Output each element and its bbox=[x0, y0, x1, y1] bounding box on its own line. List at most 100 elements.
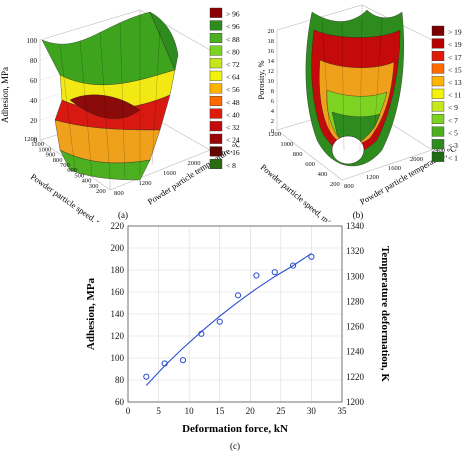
b-x-tick: 1000 bbox=[280, 141, 293, 148]
b-y-tick: 2400 bbox=[432, 147, 445, 154]
b-z-tick: 8 bbox=[271, 88, 274, 95]
a-x-tick: 1000 bbox=[38, 146, 51, 153]
c-data-point bbox=[179, 357, 187, 364]
a-z-tick: 20 bbox=[30, 117, 38, 125]
c-y-tick: 60 bbox=[115, 397, 125, 407]
c-fit-line bbox=[145, 253, 312, 386]
legend-label: < 32 bbox=[226, 123, 240, 132]
b-y-tick: 2000 bbox=[410, 156, 423, 163]
legend-label: < 5 bbox=[448, 128, 458, 137]
legend-label: < 17 bbox=[448, 53, 462, 62]
a-x-tick: 500 bbox=[74, 172, 84, 179]
c-x-tick: 15 bbox=[215, 406, 225, 416]
c-x-tick: 5 bbox=[156, 406, 161, 416]
legend-swatch bbox=[209, 33, 223, 44]
legend-swatch bbox=[431, 126, 445, 137]
legend-swatch bbox=[209, 20, 223, 31]
a-z-axis-label: Adhesion, MPa bbox=[0, 67, 10, 123]
a-x-tick: 1100 bbox=[31, 141, 44, 148]
c-y-axis-label: Adhesion, MPa bbox=[85, 277, 97, 350]
legend-swatch bbox=[209, 83, 223, 94]
legend-label: < 1 bbox=[448, 154, 458, 163]
a-x-tick: 800 bbox=[53, 157, 63, 164]
a-panel-label: (a) bbox=[118, 210, 128, 220]
a-y-tick: 1600 bbox=[163, 170, 176, 177]
legend-label: < 3 bbox=[448, 141, 458, 150]
a-x-tick: 600 bbox=[67, 167, 77, 174]
b-legend: > 19 < 19 < 17 < 15 < 13 < 11 < 9 < 7 < 5 < 3 < 1 bbox=[431, 25, 462, 163]
c-y-tick: 120 bbox=[111, 331, 125, 341]
b-z-tick: 6 bbox=[271, 98, 275, 105]
c-x-axis-label: Deformation force, kN bbox=[182, 423, 288, 435]
c-y2-tick: 1260 bbox=[346, 322, 365, 332]
a-x-tick: 300 bbox=[89, 183, 99, 190]
a-y-tick: 2000 bbox=[188, 160, 201, 167]
legend-label: < 88 bbox=[226, 35, 240, 44]
b-z-tick: 4 bbox=[271, 108, 275, 115]
legend-swatch bbox=[431, 76, 445, 87]
legend-label: < 48 bbox=[226, 98, 240, 107]
c-y-tick: 220 bbox=[111, 221, 125, 231]
b-panel-label: (b) bbox=[353, 210, 364, 220]
a-x-tick: 900 bbox=[46, 152, 56, 159]
legend-swatch bbox=[431, 88, 445, 99]
legend-label: > 19 bbox=[448, 28, 462, 37]
legend-swatch bbox=[431, 38, 445, 49]
legend-label: < 9 bbox=[448, 103, 458, 112]
c-x-tick: 30 bbox=[307, 406, 317, 416]
legend-label: < 16 bbox=[226, 148, 240, 157]
c-y-tick: 200 bbox=[111, 243, 125, 253]
legend-label: < 56 bbox=[226, 85, 240, 94]
legend-swatch bbox=[209, 7, 223, 18]
b-z-tick: 2 bbox=[271, 118, 274, 125]
c-panel-label: (c) bbox=[230, 441, 240, 451]
b-x-tick: 600 bbox=[305, 161, 315, 168]
a-z-tick: 0 bbox=[34, 137, 38, 145]
legend-swatch bbox=[209, 133, 223, 144]
scatter-chart-c: 60 80 100 120 140 160 180 200 220 1200 1220 1240 12… bbox=[80, 214, 391, 453]
b-z-tick: 20 bbox=[268, 28, 275, 35]
legend-label: < 24 bbox=[226, 136, 240, 145]
a-y-tick: 1200 bbox=[139, 180, 152, 187]
c-x-tick: 25 bbox=[276, 406, 286, 416]
b-z-tick: 10 bbox=[268, 78, 275, 85]
a-z-tick: 100 bbox=[27, 37, 38, 45]
c-y2-tick: 1300 bbox=[346, 271, 365, 281]
legend-swatch bbox=[209, 45, 223, 56]
legend-label: < 8 bbox=[226, 161, 236, 170]
c-data-point bbox=[289, 262, 297, 269]
b-y-tick: 1600 bbox=[388, 165, 401, 172]
legend-swatch bbox=[209, 95, 223, 106]
c-y2-tick: 1320 bbox=[346, 246, 365, 256]
legend-label: < 72 bbox=[226, 60, 240, 69]
c-y2-tick: 1200 bbox=[346, 397, 365, 407]
a-x-tick: 700 bbox=[60, 162, 70, 169]
c-x-tick: 35 bbox=[338, 406, 348, 416]
legend-swatch bbox=[431, 139, 445, 150]
c-data-point bbox=[143, 373, 150, 380]
c-y-tick: 160 bbox=[111, 287, 125, 297]
legend-label: > 96 bbox=[226, 10, 240, 19]
a-legend: > 96 < 96 < 88 < 80 < 72 < 64 < 56 < 48 < 40 < 32… bbox=[209, 7, 240, 170]
legend-swatch bbox=[431, 113, 445, 124]
legend-swatch bbox=[431, 25, 445, 36]
c-y-tick: 180 bbox=[111, 265, 125, 275]
c-data-point bbox=[216, 318, 223, 325]
legend-swatch bbox=[209, 58, 223, 69]
b-y-tick: 1200 bbox=[366, 174, 379, 181]
legend-swatch bbox=[431, 63, 445, 74]
legend-swatch bbox=[431, 51, 445, 62]
c-y2-tick: 1220 bbox=[346, 372, 365, 382]
a-x-tick: 1200 bbox=[24, 136, 37, 143]
legend-label: < 40 bbox=[226, 110, 240, 119]
c-x-tick: 20 bbox=[246, 406, 256, 416]
legend-label: < 64 bbox=[226, 73, 240, 82]
b-x-tick: 800 bbox=[293, 151, 303, 158]
c-y2-axis-label: Temperature deformation, K bbox=[379, 246, 390, 382]
c-x-tick: 10 bbox=[185, 406, 195, 416]
a-x-tick: 400 bbox=[82, 178, 92, 185]
legend-label: < 13 bbox=[448, 78, 462, 87]
b-z-tick: 18 bbox=[268, 38, 275, 45]
c-y-tick: 80 bbox=[115, 375, 125, 385]
b-z-tick: 16 bbox=[268, 48, 275, 55]
